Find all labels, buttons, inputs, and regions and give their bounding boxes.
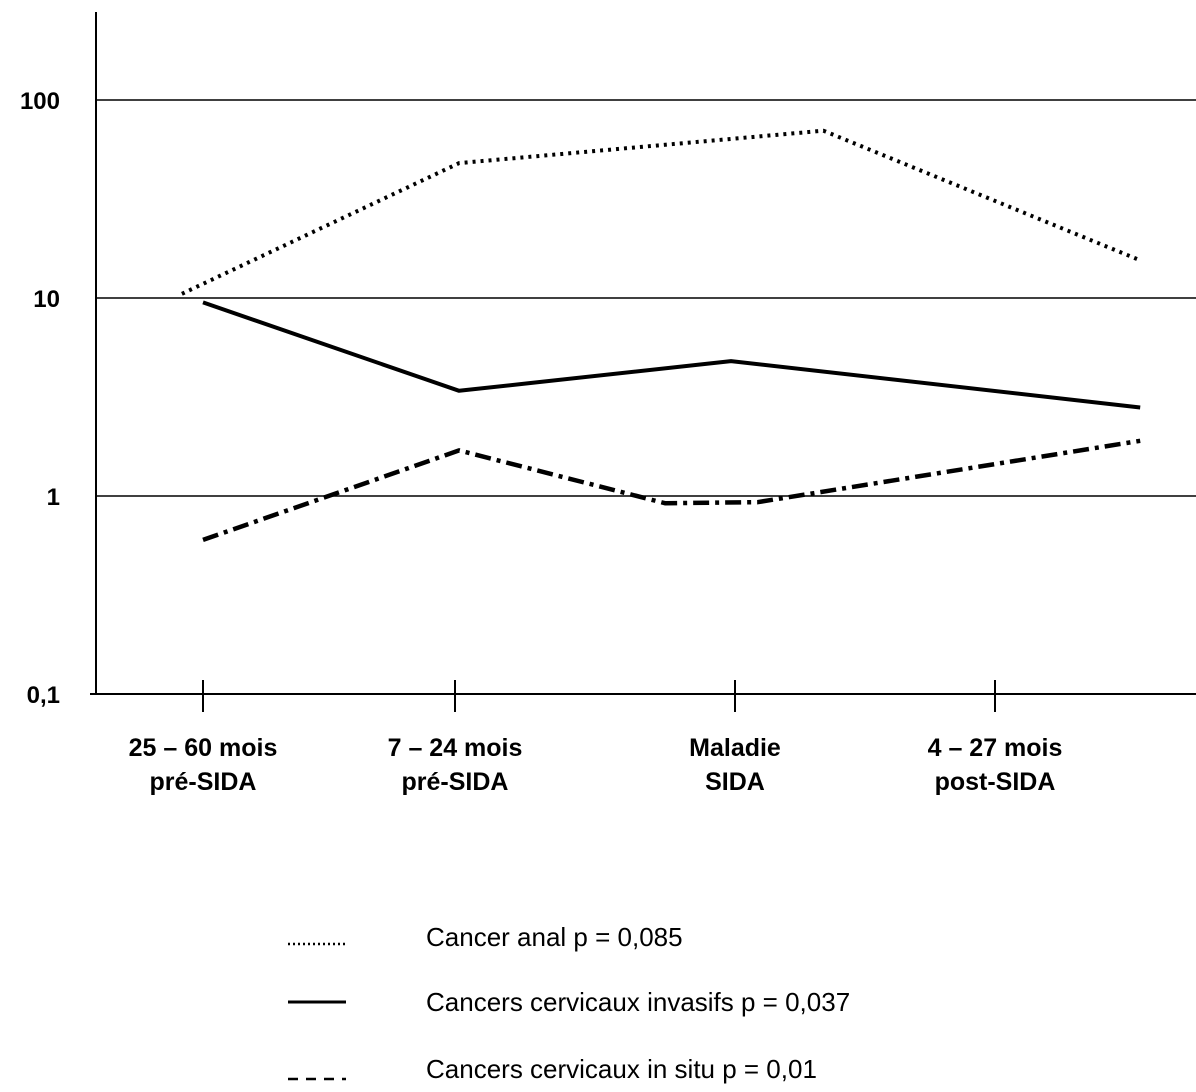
x-tick-label-line2: pré-SIDA: [402, 768, 509, 796]
x-tick-label-line1: 4 – 27 mois: [928, 734, 1063, 762]
legend-label: Cancer anal p = 0,085: [426, 922, 683, 952]
x-tick-label-line1: Maladie: [689, 734, 781, 762]
series-lines: [181, 128, 1141, 543]
y-tick-labels: 0,1 1 10 100: [20, 88, 60, 709]
series-line-1: [181, 128, 1141, 296]
x-tick-label-line2: post-SIDA: [935, 768, 1056, 796]
legend-label: Cancers cervicaux invasifs p = 0,037: [426, 987, 850, 1017]
series-line-2: [202, 300, 1141, 410]
x-tick-label-line2: SIDA: [705, 768, 765, 796]
y-tick-label: 1: [47, 484, 60, 511]
legend-label: Cancers cervicaux in situ p = 0,01: [426, 1054, 817, 1084]
x-tick-label-line1: 25 – 60 mois: [129, 734, 278, 762]
y-tick-label: 100: [20, 88, 60, 115]
grid-lines: [96, 99, 1196, 497]
y-tick-label: 0,1: [27, 682, 60, 709]
y-tick-label: 10: [33, 286, 60, 313]
x-tick-label-line1: 7 – 24 mois: [388, 734, 523, 762]
x-ticks: 25 – 60 mois pré-SIDA 7 – 24 mois pré-SIDA M…: [129, 680, 1063, 796]
legend: Cancer anal p = 0,085 Cancers cervicaux i…: [288, 922, 850, 1084]
x-tick-label-line2: pré-SIDA: [150, 768, 257, 796]
series-line-3: [202, 438, 1141, 543]
